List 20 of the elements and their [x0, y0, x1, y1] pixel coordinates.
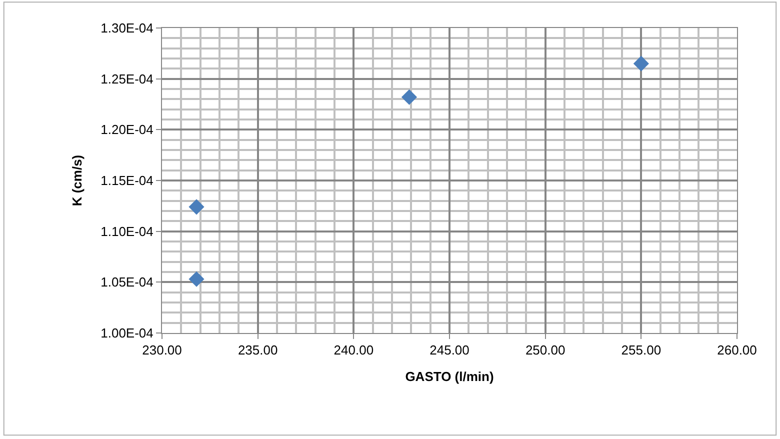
y-tick-label: 1.15E-04 [100, 173, 154, 188]
point [401, 89, 418, 105]
x-tick-label: 250.00 [525, 342, 566, 358]
y-tick-label: 1.30E-04 [100, 20, 154, 36]
y-axis-title: K (cm/s) [70, 154, 85, 206]
x-axis-title: GASTO (l/min) [405, 369, 494, 384]
x-tick-label: 260.00 [717, 342, 757, 358]
y-tick-label: 1.05E-04 [100, 274, 154, 290]
y-tick-label: 1.25E-04 [100, 71, 154, 86]
x-tick-label: 235.00 [238, 342, 278, 358]
y-tick-label: 1.10E-04 [100, 224, 154, 239]
x-tick-label: 240.00 [334, 342, 374, 358]
point [633, 56, 649, 72]
x-tick-label: 255.00 [621, 342, 662, 358]
y-tick-label: 1.00E-04 [100, 326, 154, 341]
x-tick-label: 245.00 [430, 342, 470, 358]
point [188, 199, 204, 215]
point [188, 271, 204, 287]
x-tick-label: 230.00 [142, 342, 182, 358]
y-tick-label: 1.20E-04 [100, 122, 154, 138]
